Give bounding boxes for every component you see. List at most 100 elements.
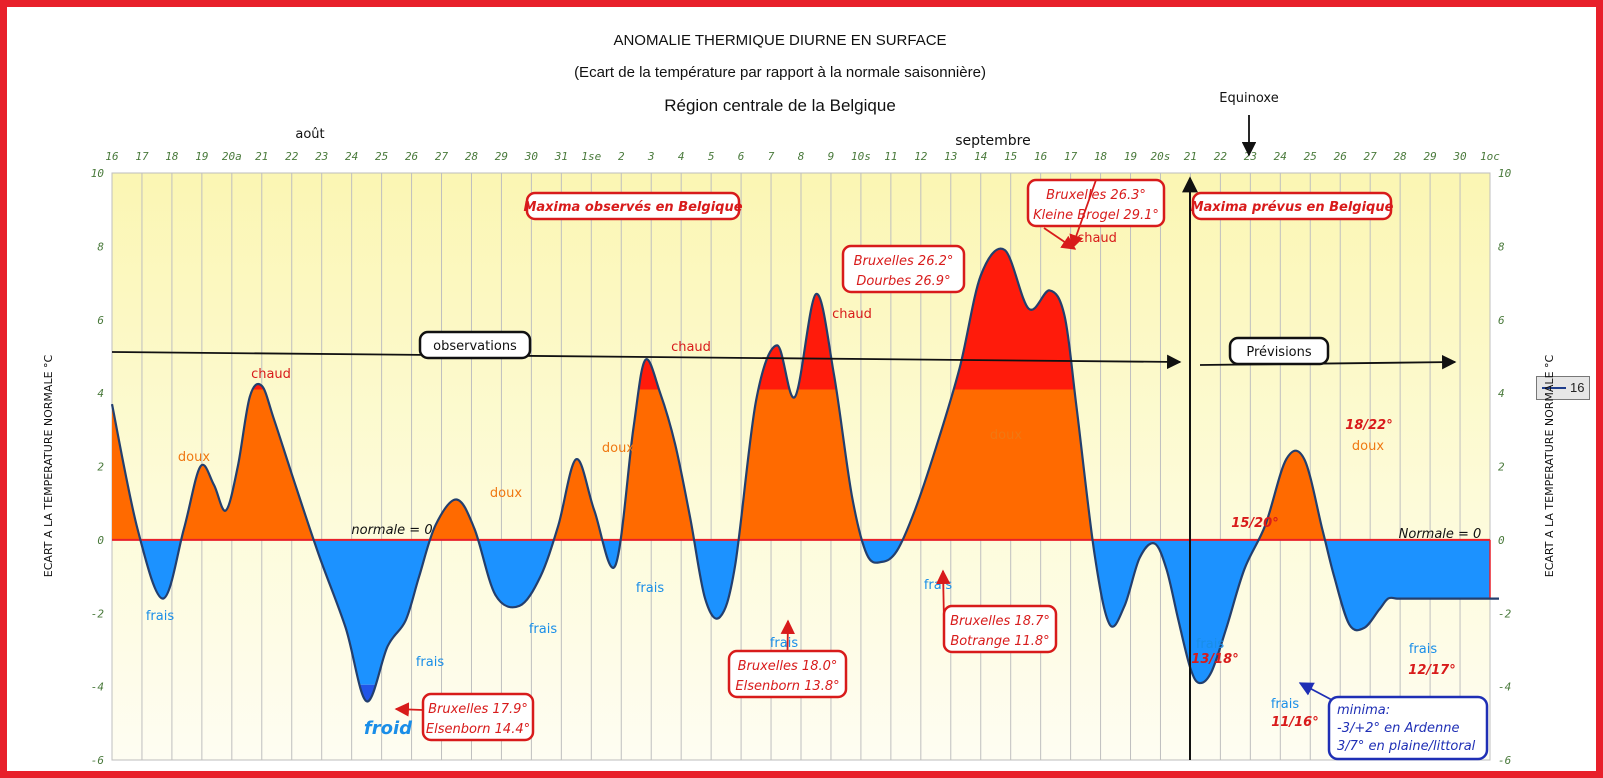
y-tick-label-left: 8 (97, 240, 104, 253)
x-tick-label: 3 (647, 150, 655, 163)
x-tick-label: 11 (884, 150, 897, 163)
x-tick-label: 24 (1274, 150, 1287, 163)
area-warm (112, 389, 1325, 540)
cool-category-label: frais (770, 636, 798, 651)
station-11sep-line-2: Dourbes 26.9° (856, 274, 950, 289)
x-tick-label: 7 (768, 150, 775, 163)
cool-category-label: frais (924, 578, 952, 593)
station-25aug-arrow (394, 702, 424, 717)
forecast-maxima-box (1191, 191, 1393, 221)
minima-title: minima: (1337, 703, 1390, 718)
warm-category-label: chaud (671, 340, 711, 355)
mild-category-label: doux (602, 441, 634, 456)
y-axis-label-right: ECART A LA TEMPERATURE NORMALE °C (1543, 354, 1556, 577)
station-11sep-line-1: Bruxelles 26.2° (854, 254, 954, 269)
warm-category-label: chaud (832, 307, 872, 322)
y-tick-label-right: -4 (1498, 681, 1511, 694)
mild-category-label: doux (178, 450, 210, 465)
x-tick-label: 12 (914, 150, 928, 163)
minima-box (1327, 695, 1489, 761)
x-tick-label: 15 (1004, 150, 1017, 163)
mild-category-label: doux (1352, 439, 1384, 454)
x-tick-label: 16 (105, 150, 119, 163)
station-13sep-line-1: Bruxelles 18.7° (950, 614, 1050, 629)
x-tick-label: 24 (345, 150, 358, 163)
observations-box (418, 330, 532, 360)
x-tick-label: 14 (974, 150, 987, 163)
x-tick-label: 2 (618, 150, 625, 163)
y-tick-label-right: 2 (1498, 461, 1505, 474)
x-tick-label: 5 (708, 150, 715, 163)
x-tick-label: 1oc (1480, 150, 1500, 163)
x-tick-label: 30 (524, 150, 539, 163)
y-tick-label-left: -2 (91, 607, 105, 620)
x-tick-label: 4 (678, 150, 685, 163)
station-7sep-arrow (780, 619, 795, 652)
minima-arrow (1298, 682, 1333, 701)
x-tick-label: 28 (1394, 150, 1408, 163)
x-tick-label: 20a (222, 150, 242, 163)
y-tick-label-left: 2 (97, 461, 104, 474)
x-tick-label: 8 (798, 150, 805, 163)
x-tick-label: 26 (1334, 150, 1348, 163)
forecast-box (1228, 336, 1330, 366)
month-label-august: août (295, 127, 324, 142)
x-tick-label: 18 (1094, 150, 1108, 163)
mild-category-label: doux (990, 428, 1022, 443)
x-tick-label: 17 (135, 150, 149, 163)
normal-zero-label: normale = 0 (351, 523, 432, 538)
equinox-label: Equinoxe (1219, 91, 1278, 106)
warm-category-label: chaud (251, 367, 291, 382)
observations-label: observations (433, 339, 517, 354)
x-tick-label: 13 (944, 150, 957, 163)
normal-zero-label-forecast: Normale = 0 (1399, 527, 1482, 542)
x-tick-label: 20s (1151, 150, 1171, 163)
x-tick-label: 29 (495, 150, 508, 163)
legend-line-icon (1542, 387, 1566, 389)
y-tick-label-left: 10 (91, 167, 105, 180)
minima-plaine: 3/7° en plaine/littoral (1337, 739, 1476, 754)
station-18sep-arrow (1043, 227, 1077, 250)
y-tick-label-left: -4 (91, 681, 104, 694)
x-tick-label: 21 (255, 150, 268, 163)
observations-arrow (111, 351, 1182, 370)
chart-title: ANOMALIE THERMIQUE DIURNE EN SURFACE (613, 32, 947, 49)
x-tick-label: 30 (1452, 150, 1467, 163)
cool-category-label: frais (416, 655, 444, 670)
y-tick-label-right: -6 (1498, 754, 1512, 767)
x-tick-label: 1se (581, 150, 601, 163)
x-tick-label: 21 (1184, 150, 1197, 163)
x-tick-label: 19 (1124, 150, 1137, 163)
station-11sep-box (841, 244, 966, 294)
x-tick-label: 27 (435, 150, 449, 163)
legend-label: 16 (1570, 380, 1585, 395)
forecast-29sep: 12/17° (1408, 663, 1455, 678)
cool-category-label: frais (1196, 637, 1224, 652)
x-tick-label: 25 (375, 150, 388, 163)
station-13sep-line-2: Botrange 11.8° (950, 634, 1049, 649)
x-tick-label: 22 (1214, 150, 1228, 163)
area-cool (112, 539, 1490, 685)
y-tick-label-left: -6 (91, 754, 105, 767)
x-tick-label: 23 (315, 150, 328, 163)
chart-subtitle: (Ecart de la température par rapport à l… (574, 64, 986, 81)
x-tick-label: 9 (828, 150, 835, 163)
x-tick-label: 27 (1364, 150, 1378, 163)
forecast-27sep: 18/22° (1345, 418, 1392, 433)
station-18sep-line-1: Bruxelles 26.3° (1046, 188, 1146, 203)
x-tick-label: 25 (1304, 150, 1317, 163)
station-13sep-arrow (936, 569, 951, 623)
station-25aug-line-1: Bruxelles 17.9° (428, 702, 528, 717)
cool-category-label: frais (529, 622, 557, 637)
x-tick-label: 16 (1034, 150, 1048, 163)
mild-category-label: doux (490, 486, 522, 501)
cool-category-label: frais (636, 581, 664, 596)
chart-region: Région centrale de la Belgique (664, 96, 896, 115)
data-line (110, 247, 1499, 703)
y-tick-label-right: 10 (1498, 167, 1512, 180)
x-tick-label: 22 (285, 150, 299, 163)
forecast-23sep: 15/20° (1231, 516, 1278, 531)
y-tick-label-left: 4 (97, 387, 104, 400)
area-hot (252, 248, 1075, 390)
